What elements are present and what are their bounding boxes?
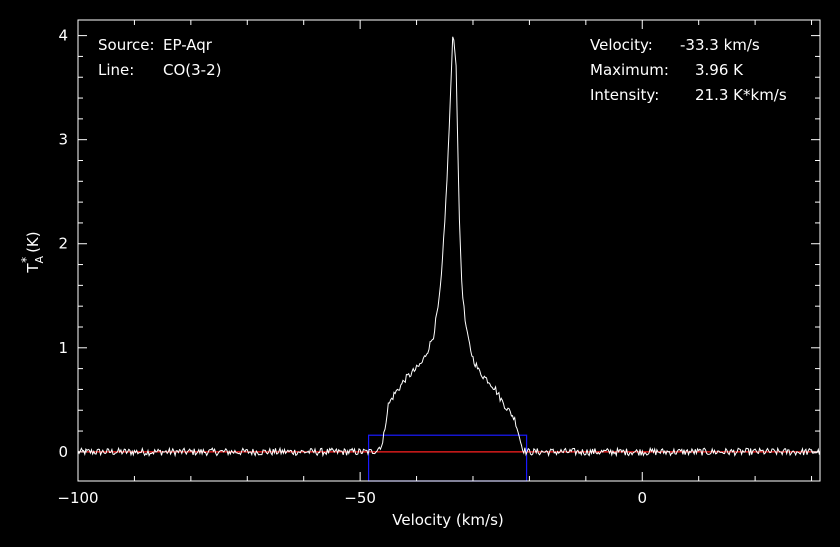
info-velocity-label: Velocity:: [590, 36, 653, 54]
info-source-value: EP-Aqr: [163, 36, 213, 54]
svg-text:TA*(K): TA* (K): [19, 231, 46, 273]
x-tick-label: 0: [637, 489, 647, 507]
plot-frame: [77, 19, 821, 482]
info-line-label: Line:: [98, 61, 134, 79]
info-maximum-value: 3.96 K: [695, 61, 744, 79]
chart-marks: −100 −50 0 0 1 2 3 4: [57, 19, 821, 507]
y-axis-label-unit: (K): [24, 231, 42, 253]
info-velocity-value: -33.3 km/s: [680, 36, 760, 54]
x-tick-label: −50: [344, 489, 376, 507]
x-axis-label: Velocity (km/s): [392, 511, 503, 529]
spectrum-series: [77, 36, 820, 458]
y-axis-label: TA* (K): [19, 231, 46, 273]
info-line-value: CO(3-2): [163, 61, 221, 79]
info-intensity-label: Intensity:: [590, 86, 659, 104]
y-tick-label: 1: [58, 339, 68, 357]
y-axis-label-sup: *: [19, 257, 33, 263]
y-axis-label-main: T: [24, 263, 42, 274]
y-tick-label: 3: [58, 131, 68, 149]
y-axis-label-sub: A: [33, 255, 46, 263]
info-source-label: Source:: [98, 36, 155, 54]
info-intensity-value: 21.3 K*km/s: [695, 86, 787, 104]
info-maximum-label: Maximum:: [590, 61, 669, 79]
x-tick-label: −100: [57, 489, 98, 507]
y-tick-label: 4: [58, 27, 68, 45]
y-tick-label: 0: [58, 443, 68, 461]
y-tick-label: 2: [58, 235, 68, 253]
